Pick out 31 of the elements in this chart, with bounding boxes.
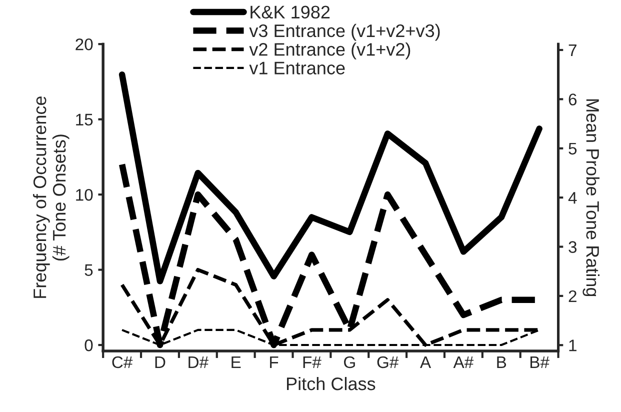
x-tick-label: D xyxy=(155,356,166,368)
y2-tick-label: 3 xyxy=(568,241,577,253)
y-axis-title: Frequency of Occurrence (# Tone Onsets) xyxy=(33,96,70,298)
y2-tick-label: 1 xyxy=(569,340,576,352)
y-tick-label: 15 xyxy=(76,114,93,126)
y2-tick-label: 2 xyxy=(568,290,576,302)
y-tick-label: 10 xyxy=(76,188,93,201)
legend-label: v3 Entrance (v1+v2+v3) xyxy=(249,24,440,41)
x-tick-label: G xyxy=(344,356,355,368)
x-tick-label: B# xyxy=(530,356,550,368)
x-axis-title: Pitch Class xyxy=(287,376,376,390)
y-tick-label: 0 xyxy=(84,339,93,352)
y2-tick-label: 5 xyxy=(568,142,577,155)
y-tick-label: 20 xyxy=(76,38,93,50)
x-tick-label: G# xyxy=(377,356,399,368)
legend-label: v2 Entrance (v1+v2) xyxy=(249,42,410,60)
legend-label: v1 Entrance xyxy=(249,62,345,74)
x-tick-label: C# xyxy=(112,356,133,368)
y2-axis-title: Mean Probe Tone Rating xyxy=(582,99,600,296)
x-tick-label: F# xyxy=(303,356,322,368)
legend-label: K&K 1982 xyxy=(250,6,330,19)
y-tick-label: 5 xyxy=(84,264,93,276)
x-tick-label: A# xyxy=(453,356,474,368)
y2-tick-label: 6 xyxy=(568,94,577,106)
x-tick-label: B xyxy=(497,356,506,368)
y2-tick-label: 7 xyxy=(568,44,576,56)
x-tick-label: F xyxy=(270,356,278,368)
x-tick-label: E xyxy=(232,356,241,368)
y2-tick-label: 4 xyxy=(568,192,577,204)
x-tick-label: D# xyxy=(188,356,208,368)
x-tick-label: A xyxy=(420,356,432,368)
